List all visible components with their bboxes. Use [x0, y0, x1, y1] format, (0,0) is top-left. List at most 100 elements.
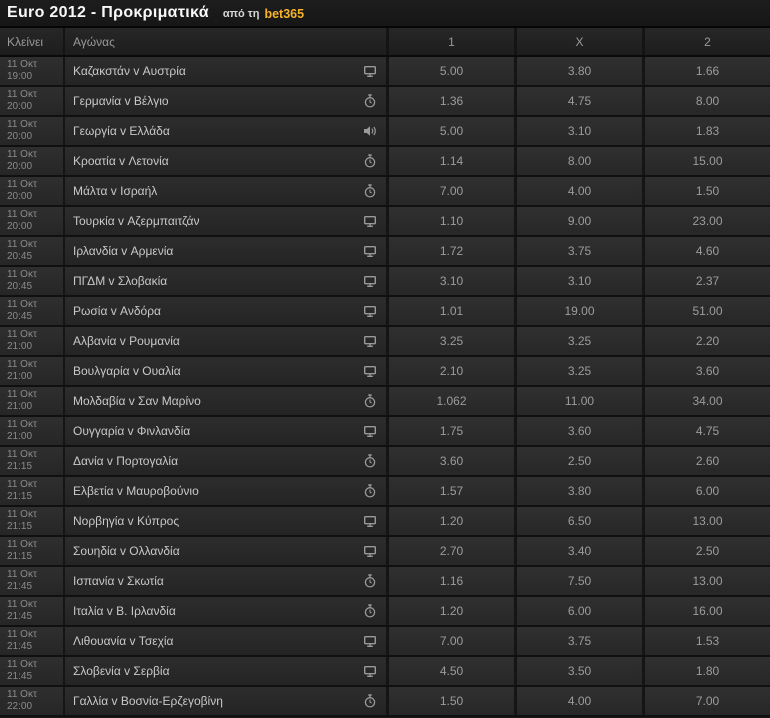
- tv-icon: [364, 335, 377, 347]
- bet365-brand-link[interactable]: bet365: [264, 7, 305, 21]
- odds-draw[interactable]: 4.75: [514, 87, 642, 115]
- odds-home[interactable]: 5.00: [386, 57, 514, 85]
- odds-away[interactable]: 1.66: [642, 57, 770, 85]
- odds-home[interactable]: 3.60: [386, 447, 514, 475]
- odds-draw[interactable]: 4.00: [514, 177, 642, 205]
- odds-draw[interactable]: 3.25: [514, 327, 642, 355]
- match-cell[interactable]: Τουρκία v Αζερμπαιτζάν: [65, 207, 386, 235]
- odds-away[interactable]: 3.60: [642, 357, 770, 385]
- odds-home[interactable]: 1.72: [386, 237, 514, 265]
- close-date: 11 Οκτ: [7, 689, 37, 700]
- match-cell[interactable]: Βουλγαρία v Ουαλία: [65, 357, 386, 385]
- odds-draw[interactable]: 3.25: [514, 357, 642, 385]
- odds-home[interactable]: 7.00: [386, 177, 514, 205]
- match-cell[interactable]: Καζακστάν v Αυστρία: [65, 57, 386, 85]
- match-cell[interactable]: Γεωργία v Ελλάδα: [65, 117, 386, 145]
- tv-icon: [364, 425, 377, 437]
- odds-draw[interactable]: 3.80: [514, 477, 642, 505]
- odds-home[interactable]: 1.20: [386, 507, 514, 535]
- odds-away[interactable]: 2.50: [642, 537, 770, 565]
- match-cell[interactable]: Ιρλανδία v Αρμενία: [65, 237, 386, 265]
- odds-away[interactable]: 2.20: [642, 327, 770, 355]
- odds-draw[interactable]: 9.00: [514, 207, 642, 235]
- odds-home[interactable]: 1.10: [386, 207, 514, 235]
- odds-draw[interactable]: 3.10: [514, 117, 642, 145]
- odds-draw[interactable]: 19.00: [514, 297, 642, 325]
- match-cell[interactable]: Κροατία v Λετονία: [65, 147, 386, 175]
- odds-away[interactable]: 51.00: [642, 297, 770, 325]
- odds-home[interactable]: 1.36: [386, 87, 514, 115]
- odds-away[interactable]: 1.53: [642, 627, 770, 655]
- odds-draw[interactable]: 6.00: [514, 597, 642, 625]
- odds-home[interactable]: 1.14: [386, 147, 514, 175]
- odds-home[interactable]: 1.75: [386, 417, 514, 445]
- odds-away[interactable]: 4.60: [642, 237, 770, 265]
- odds-away[interactable]: 16.00: [642, 597, 770, 625]
- odds-away[interactable]: 4.75: [642, 417, 770, 445]
- odds-draw[interactable]: 3.40: [514, 537, 642, 565]
- odds-home[interactable]: 7.00: [386, 627, 514, 655]
- odds-away[interactable]: 34.00: [642, 387, 770, 415]
- odds-away[interactable]: 8.00: [642, 87, 770, 115]
- match-cell[interactable]: Ισπανία v Σκωτία: [65, 567, 386, 595]
- odds-draw[interactable]: 3.80: [514, 57, 642, 85]
- odds-home[interactable]: 3.25: [386, 327, 514, 355]
- odds-home[interactable]: 1.062: [386, 387, 514, 415]
- odds-away[interactable]: 15.00: [642, 147, 770, 175]
- odds-home[interactable]: 1.50: [386, 687, 514, 715]
- match-cell[interactable]: Ρωσία v Ανδόρα: [65, 297, 386, 325]
- odds-home[interactable]: 2.10: [386, 357, 514, 385]
- odds-home[interactable]: 1.57: [386, 477, 514, 505]
- odds-home[interactable]: 4.50: [386, 657, 514, 685]
- odds-draw[interactable]: 8.00: [514, 147, 642, 175]
- match-cell[interactable]: Ελβετία v Μαυροβούνιο: [65, 477, 386, 505]
- close-date: 11 Οκτ: [7, 539, 37, 550]
- tv-icon: [364, 365, 377, 377]
- odds-draw[interactable]: 3.50: [514, 657, 642, 685]
- close-time-cell: 11 Οκτ 20:00: [0, 87, 65, 115]
- odds-away[interactable]: 6.00: [642, 477, 770, 505]
- close-time: 21:45: [7, 581, 33, 592]
- odds-away[interactable]: 1.80: [642, 657, 770, 685]
- odds-draw[interactable]: 6.50: [514, 507, 642, 535]
- odds-home[interactable]: 2.70: [386, 537, 514, 565]
- close-time-cell: 11 Οκτ 21:00: [0, 387, 65, 415]
- match-cell[interactable]: Μολδαβία v Σαν Μαρίνο: [65, 387, 386, 415]
- match-cell[interactable]: Γερμανία v Βέλγιο: [65, 87, 386, 115]
- match-cell[interactable]: Δανία v Πορτογαλία: [65, 447, 386, 475]
- odds-draw[interactable]: 7.50: [514, 567, 642, 595]
- odds-away[interactable]: 13.00: [642, 567, 770, 595]
- close-time-cell: 11 Οκτ 21:45: [0, 657, 65, 685]
- close-time: 20:00: [7, 161, 33, 172]
- match-cell[interactable]: Λιθουανία v Τσεχία: [65, 627, 386, 655]
- odds-away[interactable]: 2.60: [642, 447, 770, 475]
- match-cell[interactable]: Σουηδία v Ολλανδία: [65, 537, 386, 565]
- close-time-cell: 11 Οκτ 21:15: [0, 477, 65, 505]
- odds-away[interactable]: 13.00: [642, 507, 770, 535]
- odds-home[interactable]: 1.01: [386, 297, 514, 325]
- odds-draw[interactable]: 3.60: [514, 417, 642, 445]
- odds-away[interactable]: 7.00: [642, 687, 770, 715]
- odds-away[interactable]: 23.00: [642, 207, 770, 235]
- odds-draw[interactable]: 3.10: [514, 267, 642, 295]
- odds-away[interactable]: 1.50: [642, 177, 770, 205]
- odds-draw[interactable]: 11.00: [514, 387, 642, 415]
- match-cell[interactable]: Σλοβενία v Σερβία: [65, 657, 386, 685]
- match-cell[interactable]: Μάλτα v Ισραήλ: [65, 177, 386, 205]
- odds-home[interactable]: 1.20: [386, 597, 514, 625]
- odds-draw[interactable]: 4.00: [514, 687, 642, 715]
- odds-draw[interactable]: 2.50: [514, 447, 642, 475]
- odds-home[interactable]: 1.16: [386, 567, 514, 595]
- match-cell[interactable]: Αλβανία v Ρουμανία: [65, 327, 386, 355]
- match-cell[interactable]: ΠΓΔΜ v Σλοβακία: [65, 267, 386, 295]
- odds-home[interactable]: 5.00: [386, 117, 514, 145]
- odds-away[interactable]: 2.37: [642, 267, 770, 295]
- odds-home[interactable]: 3.10: [386, 267, 514, 295]
- match-cell[interactable]: Ουγγαρία v Φινλανδία: [65, 417, 386, 445]
- odds-draw[interactable]: 3.75: [514, 237, 642, 265]
- match-cell[interactable]: Γαλλία v Βοσνία-Ερζεγοβίνη: [65, 687, 386, 715]
- odds-away[interactable]: 1.83: [642, 117, 770, 145]
- match-cell[interactable]: Νορβηγία v Κύπρος: [65, 507, 386, 535]
- match-cell[interactable]: Ιταλία v Β. Ιρλανδία: [65, 597, 386, 625]
- odds-draw[interactable]: 3.75: [514, 627, 642, 655]
